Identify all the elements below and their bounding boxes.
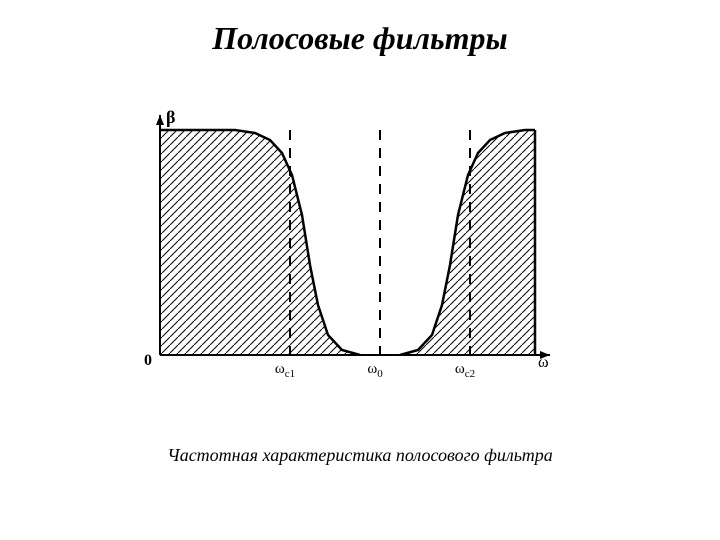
svg-text:ω: ω xyxy=(538,354,549,371)
filter-chart: β 0 ω ωc1 ω0 ωc2 xyxy=(130,105,560,395)
svg-text:0: 0 xyxy=(144,352,152,369)
chart-svg: β 0 ω ωc1 ω0 ωc2 xyxy=(130,105,560,395)
page-title: Полосовые фильтры xyxy=(212,20,507,57)
chart-caption: Частотная характеристика полосового филь… xyxy=(167,445,552,466)
svg-text:ω0: ω0 xyxy=(367,361,383,380)
svg-text:ωc1: ωc1 xyxy=(275,361,295,380)
svg-text:ωc2: ωc2 xyxy=(455,361,475,380)
svg-text:β: β xyxy=(166,107,175,127)
